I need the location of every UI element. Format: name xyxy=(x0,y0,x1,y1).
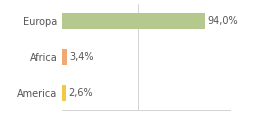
Bar xyxy=(62,13,205,29)
Bar xyxy=(62,49,67,65)
Text: 94,0%: 94,0% xyxy=(207,16,238,26)
Text: 3,4%: 3,4% xyxy=(69,52,94,62)
Bar xyxy=(62,85,66,101)
Text: 2,6%: 2,6% xyxy=(68,88,92,98)
